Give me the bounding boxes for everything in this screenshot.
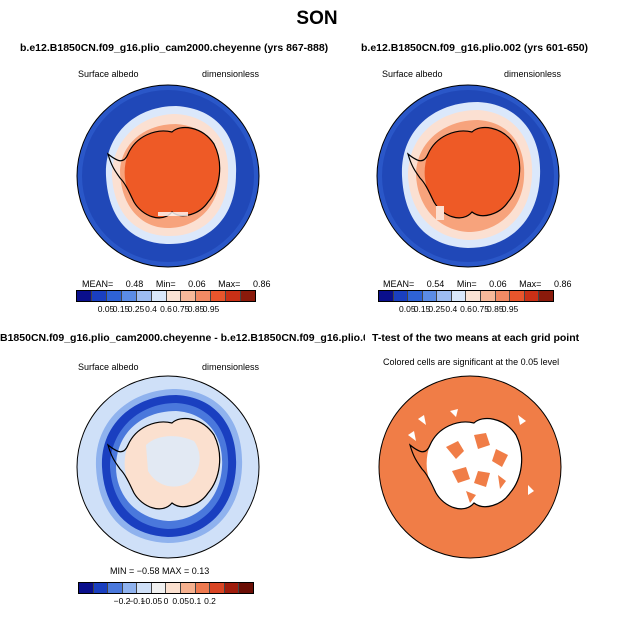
colorbar-tick-label: 0.15 (413, 304, 431, 314)
colorbar-swatch (226, 291, 242, 301)
colorbar-swatch (166, 583, 182, 593)
colorbar-swatch (393, 291, 409, 301)
colorbar-tr (378, 290, 554, 302)
panel-br-title: T-test of the two means at each grid poi… (372, 332, 580, 344)
stat-mean-value: 0.48 (125, 279, 144, 289)
colorbar-tick-label: 0.4 (145, 304, 157, 314)
panel-bl-variable: Surface albedo (78, 362, 139, 372)
panel-br-subtitle: Colored cells are significant at the 0.0… (383, 357, 560, 367)
colorbar-swatch (93, 583, 109, 593)
panel-tl-variable: Surface albedo (78, 69, 139, 79)
colorbar-swatch (122, 583, 138, 593)
colorbar-swatch (437, 291, 452, 301)
colorbar-swatch (539, 291, 553, 301)
stat-mean-label: MEAN= (82, 279, 114, 289)
stat-min-value: 0.06 (489, 279, 507, 289)
colorbar-swatch (106, 291, 122, 301)
colorbar-tick-label: 0.05 (172, 596, 189, 606)
panel-bl-title: B1850CN.f09_g16.plio_cam2000.cheyenne - … (0, 332, 365, 344)
panel-tl-stats: MEAN= 0.48 Min= 0.06 Max= 0.86 (82, 279, 270, 289)
colorbar-swatch (451, 291, 467, 301)
panel-tr-title: b.e12.B1850CN.f09_g16.plio.002 (yrs 601-… (361, 42, 589, 54)
colorbar-bl (78, 582, 254, 594)
colorbar-swatch (210, 583, 225, 593)
page-title: SON (296, 8, 338, 29)
colorbar-swatch (239, 583, 253, 593)
stat-max-label: Max= (218, 279, 241, 289)
colorbar-swatch (91, 291, 107, 301)
colorbar-swatch (466, 291, 482, 301)
colorbar-swatch (181, 583, 196, 593)
colorbar-tick-label: 0.75 (472, 304, 489, 314)
colorbar-swatch (79, 583, 94, 593)
stat-min-label: Min= (456, 279, 477, 289)
map-tl (76, 84, 260, 268)
colorbar-swatch (510, 291, 525, 301)
colorbar-tick-label: 0.4 (445, 304, 458, 314)
panel-tr-variable: Surface albedo (382, 69, 443, 79)
colorbar-tick-label: 0.6 (160, 304, 172, 314)
colorbar-swatch (495, 291, 511, 301)
colorbar-swatch (136, 291, 152, 301)
panel-tl-units: dimensionless (202, 69, 260, 79)
colorbar-swatch (137, 583, 152, 593)
colorbar-tick-label: 0.75 (172, 304, 190, 314)
colorbar-swatch (224, 583, 240, 593)
colorbar-swatch (408, 291, 423, 301)
colorbar-swatch (108, 583, 123, 593)
colorbar-tl-labels: 0.05 0.15 0.25 0.4 0.6 0.75 0.85 0.95 (76, 304, 256, 316)
colorbar-tick-label: −0.05 (140, 596, 163, 606)
colorbar-tick-label: 0.25 (428, 304, 445, 314)
map-bl (76, 375, 260, 559)
colorbar-tick-label: 0.85 (487, 304, 504, 314)
colorbar-bl-labels: −0.2 −0.1 −0.05 0 0.05 0.1 0.2 (78, 596, 254, 608)
colorbar-tick-label: 0.15 (112, 304, 130, 314)
colorbar-tick-label: 0.05 (399, 304, 416, 314)
colorbar-swatch (151, 583, 167, 593)
colorbar-tick-label: 0.6 (460, 304, 472, 314)
panel-tr-units: dimensionless (504, 69, 562, 79)
colorbar-tick-label: 0.05 (97, 304, 115, 314)
colorbar-tick-label: 0.1 (189, 596, 202, 606)
colorbar-swatch (196, 291, 212, 301)
colorbar-swatch (166, 291, 182, 301)
colorbar-tick-label: 0.95 (202, 304, 220, 314)
stat-min-label: Min= (155, 279, 176, 289)
panel-tr-stats: MEAN= 0.54 Min= 0.06 Max= 0.86 (383, 279, 571, 289)
colorbar-swatch (121, 291, 137, 301)
panel-bl-stats: MIN = −0.58 MAX = 0.13 (110, 566, 210, 576)
colorbar-swatch (211, 291, 227, 301)
colorbar-swatch (524, 291, 540, 301)
colorbar-tick-label: 0.85 (187, 304, 205, 314)
stat-min-value: 0.06 (188, 279, 206, 289)
panel-tl-title: b.e12.B1850CN.f09_g16.plio_cam2000.cheye… (20, 42, 329, 54)
map-br (378, 375, 562, 559)
colorbar-tick-label: 0 (163, 596, 169, 606)
panel-bl-units: dimensionless (202, 362, 260, 372)
colorbar-swatch (481, 291, 496, 301)
colorbar-swatch (241, 291, 256, 301)
colorbar-swatch (151, 291, 167, 301)
colorbar-tick-label: 0.95 (501, 304, 519, 314)
colorbar-swatch (181, 291, 197, 301)
colorbar-swatch (77, 291, 92, 301)
colorbar-tick-label: −0.2 (113, 596, 131, 606)
stat-mean-label: MEAN= (383, 279, 415, 289)
colorbar-tick-label: 0.2 (204, 596, 216, 606)
colorbar-swatch (379, 291, 394, 301)
colorbar-swatch (195, 583, 211, 593)
map-tr (376, 84, 560, 268)
stat-mean-value: 0.54 (426, 279, 445, 289)
colorbar-tr-labels: 0.05 0.15 0.25 0.4 0.6 0.75 0.85 0.95 (378, 304, 554, 316)
colorbar-tl (76, 290, 256, 302)
colorbar-tick-label: 0.25 (127, 304, 145, 314)
colorbar-tick-label: −0.1 (128, 596, 146, 606)
colorbar-swatch (422, 291, 438, 301)
stat-max-value: 0.86 (553, 279, 572, 289)
stat-max-value: 0.86 (252, 279, 271, 289)
stat-max-label: Max= (519, 279, 542, 289)
